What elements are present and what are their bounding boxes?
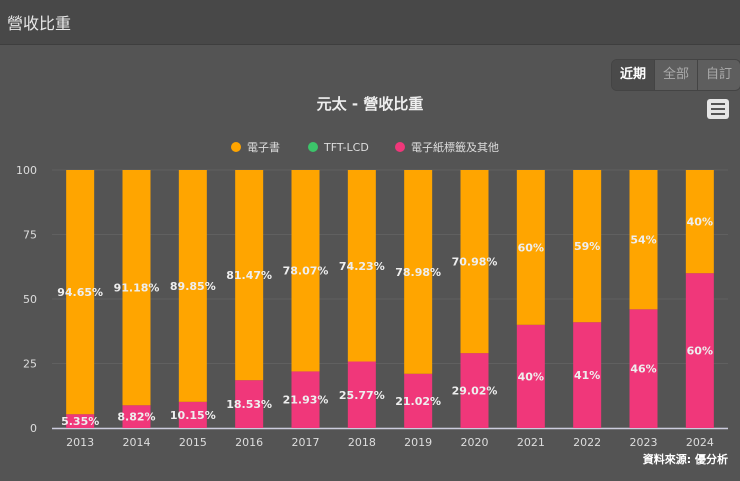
data-label: 70.98% [452, 256, 498, 269]
bar-segment[interactable] [122, 405, 151, 428]
x-tick-label: 2013 [66, 436, 94, 449]
bar-segment[interactable] [235, 380, 264, 428]
bar-segment[interactable] [291, 371, 320, 428]
legend-marker [231, 142, 241, 152]
x-tick-label: 2023 [630, 436, 658, 449]
range-button-group: 近期 全部 自訂 [611, 59, 740, 91]
y-tick-label: 25 [23, 358, 37, 371]
legend-item[interactable]: TFT-LCD [323, 141, 369, 154]
data-label: 21.02% [395, 395, 441, 408]
data-label: 89.85% [170, 280, 216, 293]
data-label: 41% [574, 369, 600, 382]
bar-segment[interactable] [460, 170, 489, 354]
bar-segment[interactable] [291, 170, 320, 372]
data-label: 29.02% [452, 385, 498, 398]
bar-segment[interactable] [629, 170, 658, 310]
legend-marker [308, 142, 318, 152]
data-label: 54% [630, 234, 656, 247]
page-title: 營收比重 [7, 14, 72, 33]
y-tick-label: 75 [23, 229, 37, 242]
data-label: 10.15% [170, 409, 216, 422]
x-tick-label: 2019 [404, 436, 432, 449]
bar-segment[interactable] [235, 170, 264, 381]
range-button-all[interactable]: 全部 [654, 60, 697, 90]
x-tick-label: 2016 [235, 436, 263, 449]
y-tick-label: 100 [16, 164, 37, 177]
bar-segment[interactable] [573, 170, 602, 323]
bar-segment[interactable] [516, 170, 545, 325]
bar-segment[interactable] [178, 401, 207, 428]
hamburger-menu-icon[interactable] [707, 99, 729, 119]
chart-title: 元太 - 營收比重 [317, 95, 424, 113]
data-label: 59% [574, 240, 600, 253]
x-tick-label: 2020 [461, 436, 489, 449]
bar-segment[interactable] [516, 324, 545, 428]
data-label: 46% [630, 363, 656, 376]
bar-segment[interactable] [347, 361, 376, 428]
bar-segment[interactable] [685, 273, 714, 428]
y-tick-label: 50 [23, 293, 37, 306]
data-label: 25.77% [339, 389, 385, 402]
data-label: 94.65% [57, 286, 103, 299]
data-label: 18.53% [226, 398, 272, 411]
bar-segment[interactable] [347, 170, 376, 362]
bar-segment[interactable] [178, 170, 207, 402]
data-label: 5.35% [61, 415, 99, 428]
range-button-recent[interactable]: 近期 [612, 60, 654, 90]
data-label: 91.18% [114, 282, 160, 295]
page-header: 營收比重 [0, 0, 740, 45]
data-label: 60% [687, 345, 713, 358]
bar-segment[interactable] [66, 170, 95, 415]
range-button-custom[interactable]: 自訂 [697, 60, 740, 90]
bar-segment[interactable] [460, 353, 489, 428]
data-label: 40% [518, 370, 544, 383]
bar-segment[interactable] [685, 170, 714, 274]
bar-segment[interactable] [404, 170, 433, 374]
y-tick-label: 0 [30, 422, 37, 435]
bar-segment[interactable] [573, 322, 602, 428]
bar-segment[interactable] [404, 373, 433, 428]
legend-item[interactable]: 電子書 [247, 140, 280, 154]
data-label: 21.93% [283, 394, 329, 407]
data-label: 60% [518, 241, 544, 254]
bar-segment[interactable] [122, 170, 151, 406]
x-tick-label: 2014 [123, 436, 151, 449]
legend-marker [395, 142, 405, 152]
x-tick-label: 2021 [517, 436, 545, 449]
x-tick-label: 2018 [348, 436, 376, 449]
bar-segment[interactable] [66, 414, 95, 428]
x-tick-label: 2015 [179, 436, 207, 449]
x-tick-label: 2017 [292, 436, 320, 449]
data-label: 78.07% [283, 265, 329, 278]
data-label: 78.98% [395, 266, 441, 279]
legend-item[interactable]: 電子紙標籤及其他 [411, 140, 499, 154]
data-label: 8.82% [117, 411, 155, 424]
data-label: 74.23% [339, 260, 385, 273]
data-label: 81.47% [226, 269, 272, 282]
data-label: 40% [687, 216, 713, 229]
x-tick-label: 2022 [573, 436, 601, 449]
x-tick-label: 2024 [686, 436, 714, 449]
bar-segment[interactable] [629, 309, 658, 428]
credit-text: 資料來源: 優分析 [643, 452, 728, 466]
